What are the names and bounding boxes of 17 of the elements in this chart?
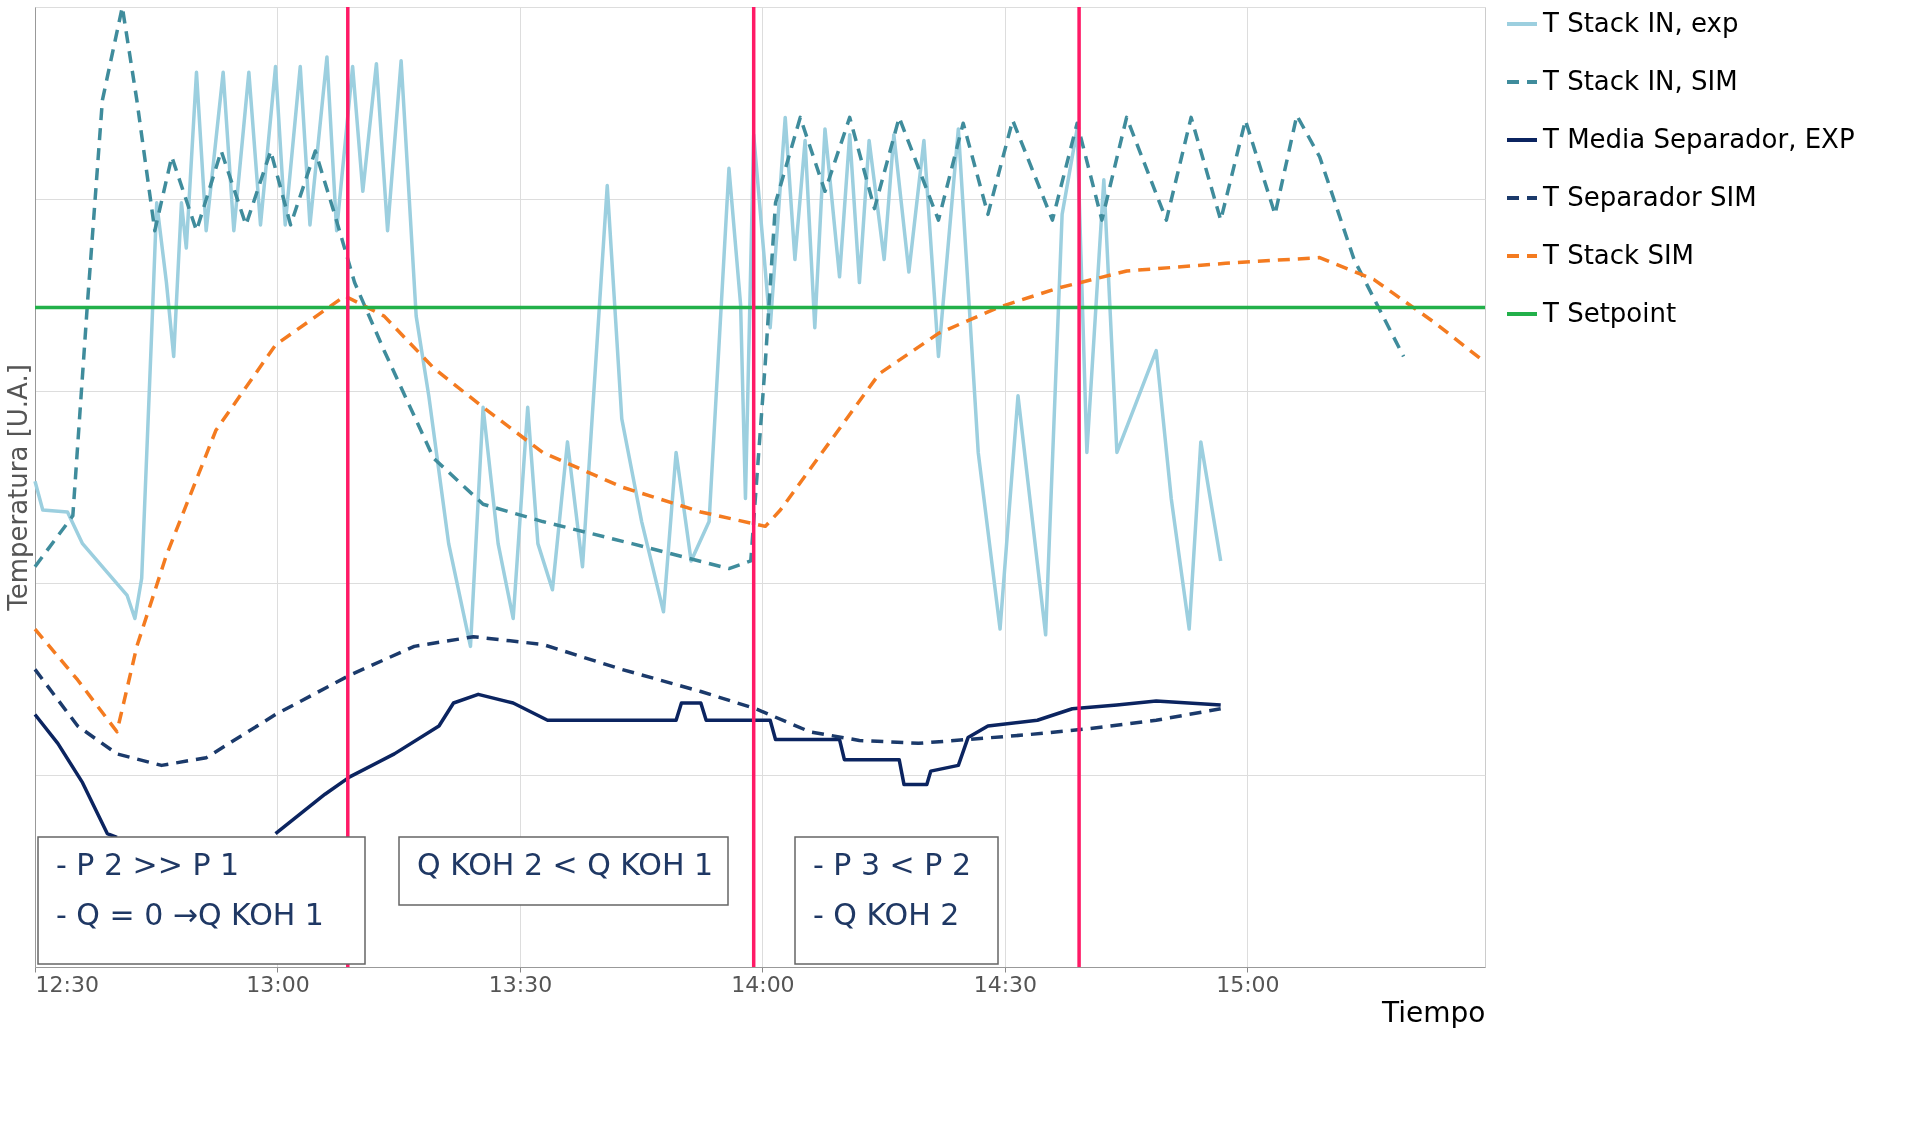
x-tick-label: 12:30 [35, 971, 99, 997]
legend-label: T Stack IN, SIM [1542, 66, 1738, 96]
legend-label: T Stack IN, exp [1542, 8, 1739, 38]
x-axis-title: Tiempo [1381, 995, 1486, 1029]
annotation: Q KOH 2 < Q KOH 1 [417, 847, 714, 882]
x-tick-label: 13:30 [488, 971, 553, 997]
annotation: - P 2 >> P 1 - Q = 0 →Q KOH 1 [56, 847, 324, 932]
legend-label: T Setpoint [1542, 298, 1677, 328]
legend-label: T Separador SIM [1542, 182, 1757, 212]
legend-label: T Stack SIM [1542, 240, 1694, 270]
x-tick-label: 15:00 [1216, 971, 1280, 997]
legend-label: T Media Separador, EXP [1542, 124, 1855, 154]
x-tick-label: 14:00 [731, 971, 795, 997]
annotation: - P 3 < P 2 - Q KOH 2 [813, 847, 971, 932]
x-tick-label: 13:00 [246, 971, 310, 997]
y-axis-title: Temperatura [U.A.] [2, 364, 33, 612]
x-tick-label: 14:30 [973, 971, 1038, 997]
